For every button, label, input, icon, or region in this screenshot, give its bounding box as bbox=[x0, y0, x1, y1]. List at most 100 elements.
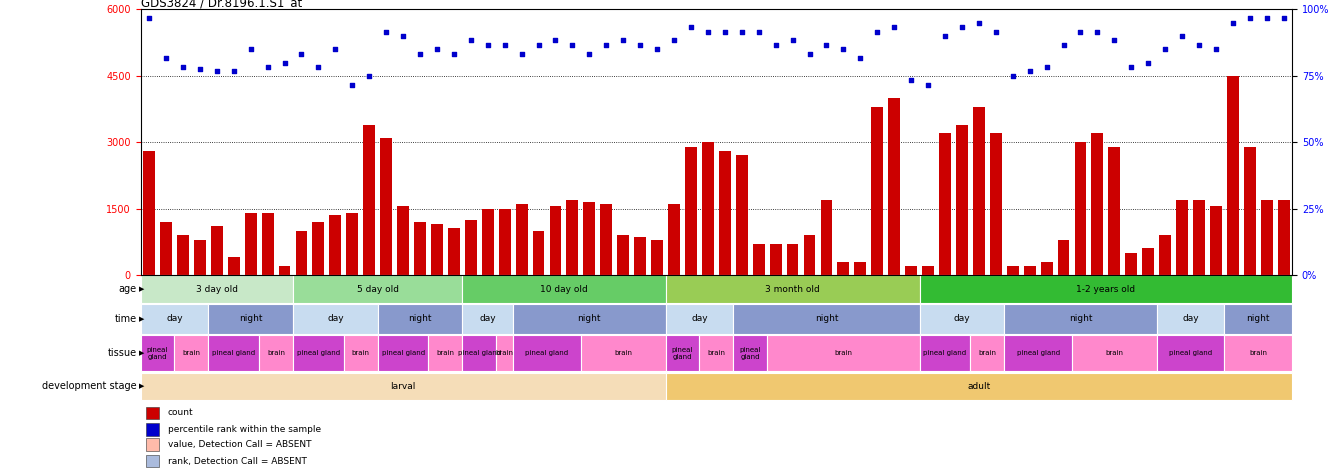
Text: pineal gland: pineal gland bbox=[212, 350, 256, 356]
Bar bbox=[1125, 253, 1137, 275]
Bar bbox=[1040, 262, 1052, 275]
Text: pineal gland: pineal gland bbox=[382, 350, 424, 356]
Bar bbox=[1261, 200, 1272, 275]
Bar bbox=[1244, 146, 1256, 275]
Point bbox=[410, 50, 431, 57]
Bar bbox=[143, 151, 155, 275]
Text: pineal gland: pineal gland bbox=[1016, 350, 1059, 356]
Bar bbox=[398, 206, 408, 275]
Text: pineal gland: pineal gland bbox=[1169, 350, 1212, 356]
Point bbox=[1223, 19, 1244, 27]
Text: pineal gland: pineal gland bbox=[924, 350, 967, 356]
Point bbox=[850, 55, 872, 62]
Bar bbox=[1227, 76, 1239, 275]
Text: pineal
gland: pineal gland bbox=[147, 346, 169, 360]
Point bbox=[308, 63, 329, 71]
Bar bbox=[209, 335, 260, 371]
Text: brain: brain bbox=[1249, 350, 1267, 356]
Bar bbox=[736, 155, 747, 275]
Bar bbox=[513, 304, 665, 334]
Bar bbox=[210, 226, 222, 275]
Bar bbox=[260, 335, 293, 371]
Bar bbox=[600, 204, 612, 275]
Point bbox=[612, 36, 633, 44]
Text: count: count bbox=[167, 409, 193, 418]
Bar bbox=[431, 224, 443, 275]
Bar bbox=[803, 235, 815, 275]
Point bbox=[833, 46, 854, 53]
Bar bbox=[329, 215, 341, 275]
Text: night: night bbox=[238, 314, 262, 323]
Point bbox=[359, 72, 380, 80]
Bar bbox=[1176, 200, 1188, 275]
Bar bbox=[920, 335, 971, 371]
Bar bbox=[141, 275, 293, 303]
Bar bbox=[1224, 304, 1292, 334]
Point bbox=[341, 81, 363, 89]
Text: 1-2 years old: 1-2 years old bbox=[1077, 285, 1135, 293]
Bar bbox=[209, 304, 293, 334]
Bar bbox=[141, 335, 174, 371]
Bar bbox=[363, 125, 375, 275]
Bar bbox=[194, 239, 206, 275]
Bar bbox=[498, 209, 510, 275]
Text: ▶: ▶ bbox=[139, 286, 145, 292]
Bar bbox=[245, 213, 257, 275]
Point bbox=[1070, 28, 1091, 36]
Bar bbox=[261, 213, 273, 275]
Bar bbox=[581, 335, 665, 371]
Bar bbox=[312, 222, 324, 275]
Point bbox=[426, 46, 447, 53]
Bar bbox=[566, 200, 578, 275]
Bar bbox=[905, 266, 917, 275]
Bar bbox=[141, 304, 209, 334]
Bar bbox=[146, 407, 159, 419]
Point bbox=[900, 76, 921, 84]
Bar bbox=[1160, 235, 1172, 275]
Point bbox=[274, 59, 296, 66]
Bar bbox=[497, 335, 513, 371]
Bar bbox=[1058, 239, 1070, 275]
Bar bbox=[770, 244, 782, 275]
Text: brain: brain bbox=[707, 350, 726, 356]
Bar bbox=[719, 151, 731, 275]
Bar bbox=[786, 244, 798, 275]
Bar bbox=[923, 266, 935, 275]
Bar bbox=[1004, 304, 1157, 334]
Bar bbox=[665, 304, 734, 334]
Point bbox=[155, 55, 177, 62]
Point bbox=[1052, 41, 1074, 49]
Text: brain: brain bbox=[266, 350, 285, 356]
Point bbox=[1256, 15, 1277, 22]
Bar bbox=[1142, 248, 1154, 275]
Bar bbox=[872, 107, 884, 275]
Point bbox=[1154, 46, 1176, 53]
Bar bbox=[146, 423, 159, 436]
Bar bbox=[1224, 335, 1292, 371]
Text: time: time bbox=[114, 314, 137, 324]
Text: ▶: ▶ bbox=[139, 383, 145, 389]
Text: day: day bbox=[1182, 314, 1198, 323]
Point bbox=[392, 32, 414, 40]
Bar bbox=[465, 219, 477, 275]
Point bbox=[1188, 41, 1209, 49]
Text: larval: larval bbox=[391, 382, 416, 391]
Bar bbox=[767, 335, 920, 371]
Bar bbox=[1210, 206, 1223, 275]
Point bbox=[189, 65, 210, 73]
Bar bbox=[939, 133, 951, 275]
Bar bbox=[296, 231, 308, 275]
Point bbox=[731, 28, 753, 36]
Point bbox=[1121, 63, 1142, 71]
Bar bbox=[462, 335, 497, 371]
Text: development stage: development stage bbox=[42, 381, 137, 392]
Text: night: night bbox=[814, 314, 838, 323]
Bar bbox=[293, 304, 378, 334]
Text: day: day bbox=[166, 314, 183, 323]
Point bbox=[884, 23, 905, 31]
Text: 3 month old: 3 month old bbox=[765, 285, 819, 293]
Bar bbox=[161, 222, 171, 275]
Point bbox=[528, 41, 549, 49]
Point bbox=[375, 28, 396, 36]
Bar bbox=[753, 244, 765, 275]
